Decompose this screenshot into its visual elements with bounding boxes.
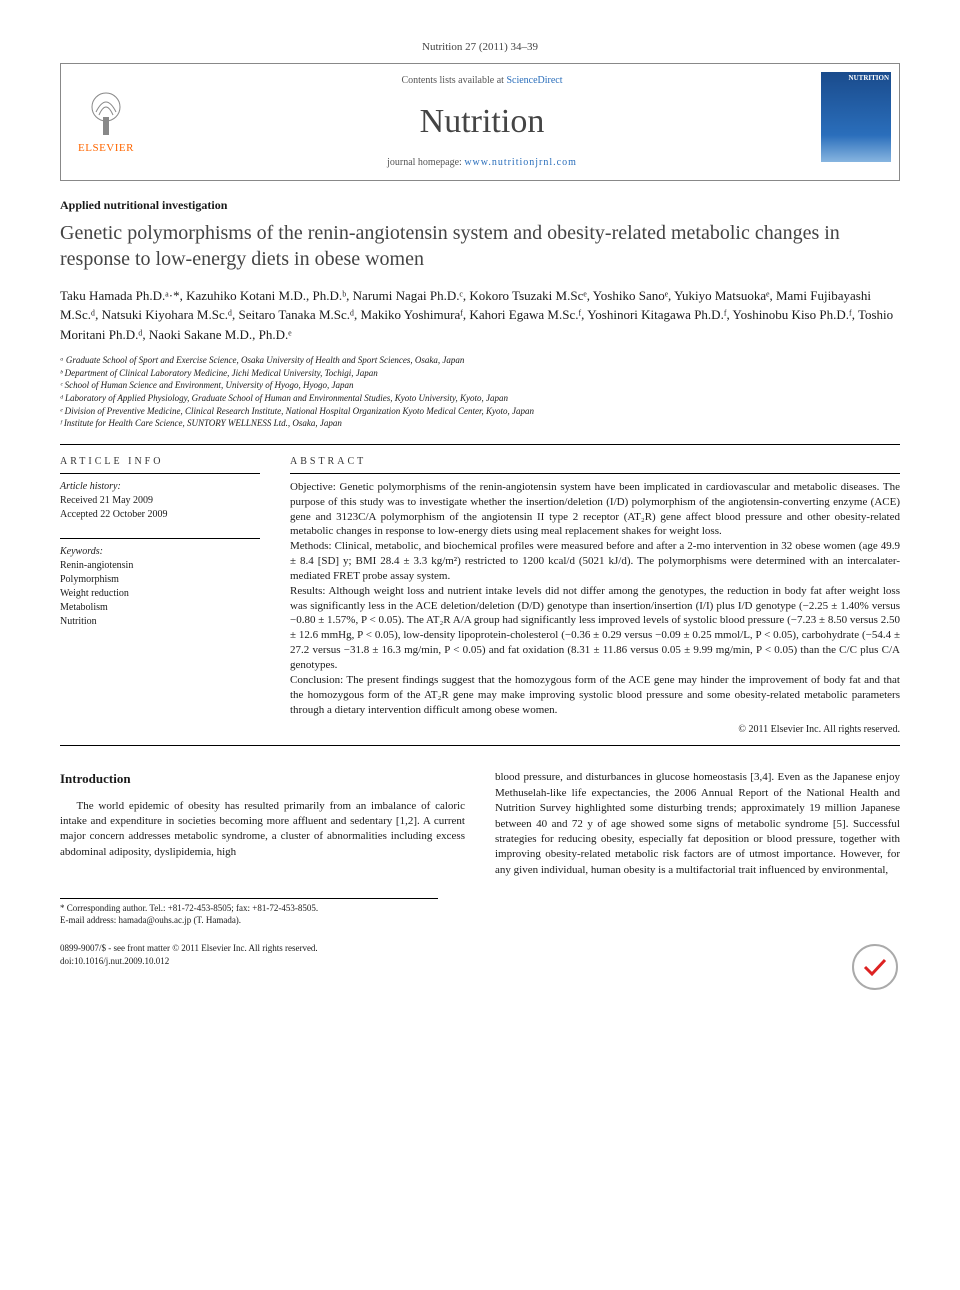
sub-divider <box>60 538 260 539</box>
elsevier-tree-icon <box>81 87 131 137</box>
homepage-line: journal homepage: www.nutritionjrnl.com <box>151 156 813 170</box>
abstract-copyright: © 2011 Elsevier Inc. All rights reserved… <box>290 723 900 737</box>
affiliations: ᵃ Graduate School of Sport and Exercise … <box>60 354 900 430</box>
abstract-methods: Methods: Clinical, metabolic, and bioche… <box>290 539 900 584</box>
history-label: Article history: <box>60 481 121 492</box>
journal-header: ELSEVIER Contents lists available at Sci… <box>60 63 900 181</box>
sciencedirect-link[interactable]: ScienceDirect <box>506 75 562 86</box>
sub-divider <box>290 473 900 474</box>
accepted-date: Accepted 22 October 2009 <box>60 509 167 520</box>
abstract-conclusion: Conclusion: The present findings suggest… <box>290 673 900 718</box>
journal-name: Nutrition <box>151 98 813 146</box>
abstract-objective: Objective: Genetic polymorphisms of the … <box>290 480 900 539</box>
affiliation-row: ᶜ School of Human Science and Environmen… <box>60 379 900 392</box>
publisher-logo: ELSEVIER <box>61 64 151 180</box>
article-history: Article history: Received 21 May 2009 Ac… <box>60 480 260 522</box>
journal-header-center: Contents lists available at ScienceDirec… <box>151 64 813 180</box>
affiliation-row: ᶠ Institute for Health Care Science, SUN… <box>60 417 900 430</box>
authors-list: Taku Hamada Ph.D.ᵃ·*, Kazuhiko Kotani M.… <box>60 286 900 345</box>
received-date: Received 21 May 2009 <box>60 495 153 506</box>
affiliation-row: ᵇ Department of Clinical Laboratory Medi… <box>60 367 900 380</box>
keyword: Metabolism <box>60 602 108 613</box>
article-title: Genetic polymorphisms of the renin-angio… <box>60 220 900 272</box>
header-citation: Nutrition 27 (2011) 34–39 <box>60 40 900 55</box>
doi: doi:10.1016/j.nut.2009.10.012 <box>60 955 318 968</box>
publisher-name: ELSEVIER <box>78 141 134 156</box>
front-matter: 0899-9007/$ - see front matter © 2011 El… <box>60 942 318 955</box>
abstract-column: ABSTRACT Objective: Genetic polymorphism… <box>290 455 900 738</box>
keyword: Nutrition <box>60 616 97 627</box>
abstract-results: Results: Although weight loss and nutrie… <box>290 584 900 673</box>
keywords-block: Keywords: Renin-angiotensin Polymorphism… <box>60 545 260 629</box>
article-type: Applied nutritional investigation <box>60 197 900 214</box>
info-abstract-columns: ARTICLE INFO Article history: Received 2… <box>60 455 900 738</box>
keyword: Renin-angiotensin <box>60 560 133 571</box>
divider <box>60 745 900 746</box>
crossmark-icon[interactable] <box>850 942 900 992</box>
article-info-column: ARTICLE INFO Article history: Received 2… <box>60 455 260 738</box>
affiliation-row: ᵈ Laboratory of Applied Physiology, Grad… <box>60 392 900 405</box>
cover-label: NUTRITION <box>849 74 889 84</box>
abstract-body: Objective: Genetic polymorphisms of the … <box>290 480 900 718</box>
keyword: Polymorphism <box>60 574 119 585</box>
article-info-label: ARTICLE INFO <box>60 455 260 469</box>
corresponding-author: * Corresponding author. Tel.: +81-72-453… <box>60 903 438 915</box>
introduction-heading: Introduction <box>60 770 465 788</box>
contents-prefix: Contents lists available at <box>401 75 506 86</box>
affiliation-row: ᵉ Division of Preventive Medicine, Clini… <box>60 405 900 418</box>
homepage-prefix: journal homepage: <box>387 157 464 168</box>
footer-line: 0899-9007/$ - see front matter © 2011 El… <box>60 942 900 992</box>
keyword: Weight reduction <box>60 588 129 599</box>
introduction-section: Introduction The world epidemic of obesi… <box>60 770 900 878</box>
journal-cover-thumbnail: NUTRITION <box>821 72 891 162</box>
intro-paragraph-2: blood pressure, and disturbances in gluc… <box>495 770 900 878</box>
abstract-label: ABSTRACT <box>290 455 900 469</box>
sub-divider <box>60 473 260 474</box>
divider <box>60 444 900 445</box>
corresponding-footnote: * Corresponding author. Tel.: +81-72-453… <box>60 898 438 926</box>
homepage-link[interactable]: www.nutritionjrnl.com <box>464 157 577 168</box>
corresponding-email: E-mail address: hamada@ouhs.ac.jp (T. Ha… <box>60 915 438 927</box>
affiliation-row: ᵃ Graduate School of Sport and Exercise … <box>60 354 900 367</box>
intro-paragraph-1: The world epidemic of obesity has result… <box>60 799 465 861</box>
footer-left: 0899-9007/$ - see front matter © 2011 El… <box>60 942 318 992</box>
keywords-label: Keywords: <box>60 546 103 557</box>
contents-line: Contents lists available at ScienceDirec… <box>151 74 813 88</box>
